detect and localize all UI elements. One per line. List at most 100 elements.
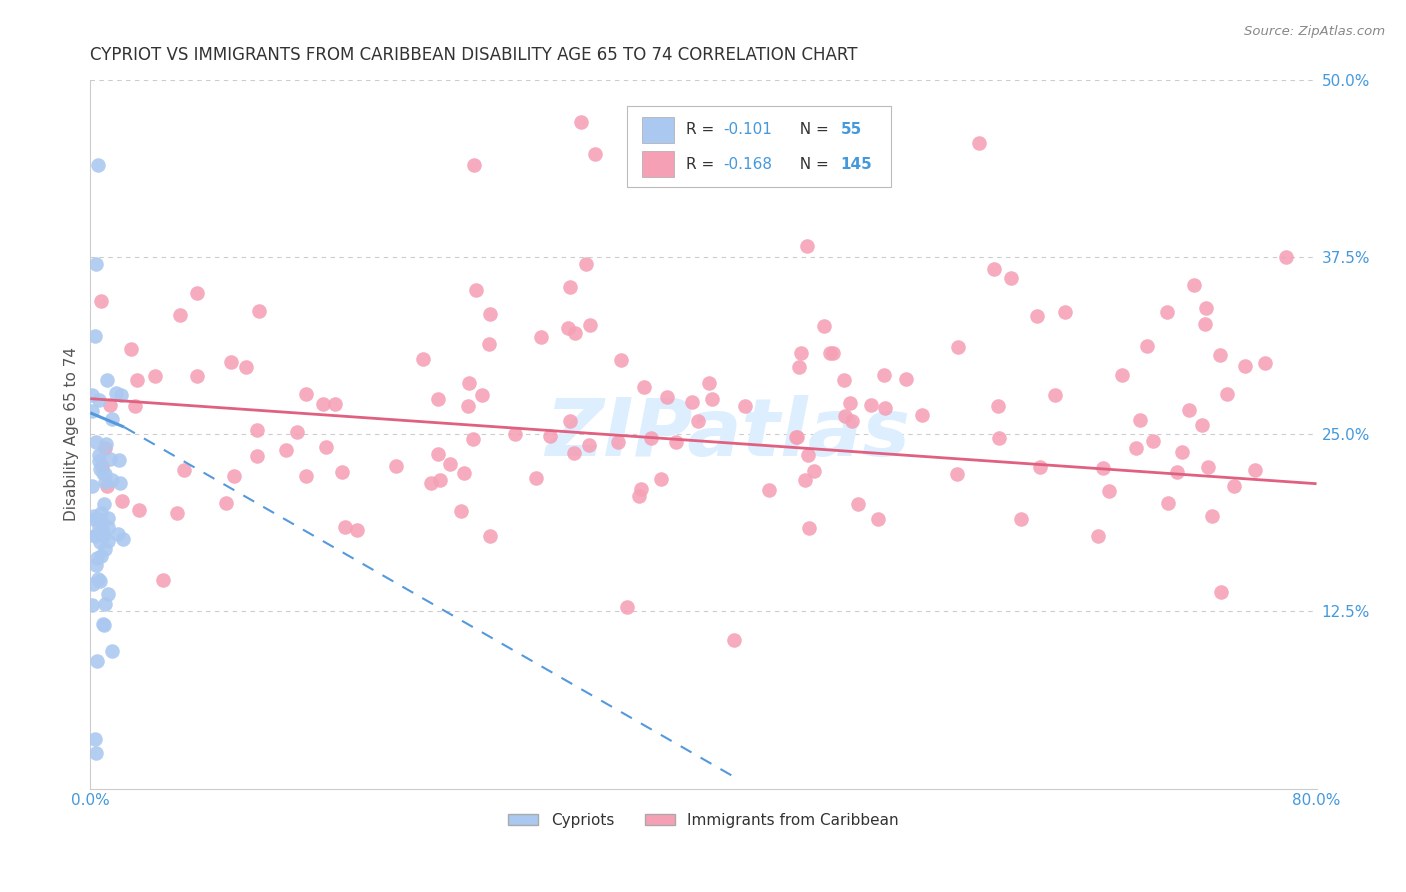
- Point: [820, 346, 842, 360]
- Point: [1171, 445, 1194, 459]
- Point: [91, 522, 114, 536]
- Point: [312, 397, 335, 411]
- Point: [478, 337, 501, 351]
- Point: [1233, 359, 1256, 374]
- Point: [107, 527, 129, 541]
- Point: [108, 453, 131, 467]
- Point: [96, 373, 118, 387]
- Point: [84, 435, 107, 450]
- Point: [94, 597, 117, 611]
- Point: [323, 397, 346, 411]
- Point: [91, 617, 114, 632]
- Point: [1166, 466, 1188, 480]
- Point: [503, 426, 526, 441]
- Point: [1197, 460, 1219, 475]
- Point: [616, 600, 638, 615]
- Point: [1223, 479, 1246, 493]
- Point: [785, 430, 807, 444]
- Point: [578, 438, 600, 452]
- Point: [83, 512, 105, 526]
- Point: [173, 463, 195, 477]
- FancyBboxPatch shape: [627, 106, 891, 187]
- Point: [821, 346, 844, 360]
- Point: [80, 598, 103, 612]
- Text: 55: 55: [841, 122, 862, 137]
- Text: R =: R =: [686, 156, 720, 171]
- Point: [846, 497, 869, 511]
- Point: [439, 457, 461, 471]
- Point: [832, 373, 855, 387]
- Point: [1142, 434, 1164, 449]
- Point: [87, 392, 110, 407]
- Point: [839, 396, 862, 410]
- Point: [630, 482, 652, 496]
- Point: [813, 318, 835, 333]
- Point: [86, 746, 108, 760]
- Point: [1125, 442, 1147, 456]
- Point: [152, 574, 174, 588]
- Point: [346, 523, 368, 537]
- Point: [235, 359, 257, 374]
- Point: [83, 509, 105, 524]
- Point: [628, 489, 651, 503]
- Point: [94, 541, 117, 556]
- Point: [569, 115, 592, 129]
- Point: [686, 414, 709, 428]
- Point: [90, 513, 112, 527]
- Point: [246, 449, 269, 463]
- Point: [758, 483, 780, 497]
- Point: [872, 368, 894, 382]
- Point: [786, 430, 808, 444]
- Point: [1029, 459, 1052, 474]
- Point: [723, 632, 745, 647]
- Point: [681, 395, 703, 409]
- Point: [245, 423, 267, 437]
- Point: [84, 558, 107, 572]
- Point: [557, 321, 579, 335]
- Point: [1129, 412, 1152, 426]
- Point: [93, 497, 115, 511]
- Point: [1215, 387, 1237, 401]
- Text: CYPRIOT VS IMMIGRANTS FROM CARIBBEAN DISABILITY AGE 65 TO 74 CORRELATION CHART: CYPRIOT VS IMMIGRANTS FROM CARIBBEAN DIS…: [90, 46, 858, 64]
- Text: ZIPatlas: ZIPatlas: [546, 395, 911, 473]
- Point: [894, 372, 917, 386]
- Point: [1254, 356, 1277, 370]
- Point: [124, 400, 146, 414]
- Point: [524, 471, 547, 485]
- Point: [665, 435, 688, 450]
- Point: [987, 399, 1010, 413]
- Point: [80, 404, 103, 418]
- Point: [86, 654, 108, 668]
- Point: [697, 376, 720, 390]
- Point: [560, 279, 582, 293]
- Point: [98, 398, 121, 412]
- Point: [97, 587, 120, 601]
- Point: [87, 573, 110, 587]
- Point: [295, 469, 318, 483]
- Point: [108, 475, 131, 490]
- Text: N =: N =: [790, 122, 834, 137]
- Point: [790, 346, 813, 360]
- Point: [101, 643, 124, 657]
- Point: [787, 360, 810, 375]
- Point: [1209, 347, 1232, 361]
- Point: [120, 342, 142, 356]
- Point: [87, 520, 110, 534]
- Point: [315, 440, 337, 454]
- Point: [166, 506, 188, 520]
- Point: [295, 387, 318, 401]
- Point: [97, 511, 120, 525]
- Text: -0.101: -0.101: [723, 122, 772, 137]
- Point: [458, 376, 481, 390]
- Point: [479, 307, 502, 321]
- Point: [987, 431, 1010, 445]
- Text: R =: R =: [686, 122, 720, 137]
- Point: [215, 496, 238, 510]
- Point: [575, 258, 598, 272]
- Legend: Cypriots, Immigrants from Caribbean: Cypriots, Immigrants from Caribbean: [502, 807, 905, 834]
- Y-axis label: Disability Age 65 to 74: Disability Age 65 to 74: [65, 347, 79, 521]
- Point: [969, 136, 991, 151]
- Bar: [643, 117, 673, 144]
- Point: [562, 445, 585, 459]
- Point: [96, 478, 118, 492]
